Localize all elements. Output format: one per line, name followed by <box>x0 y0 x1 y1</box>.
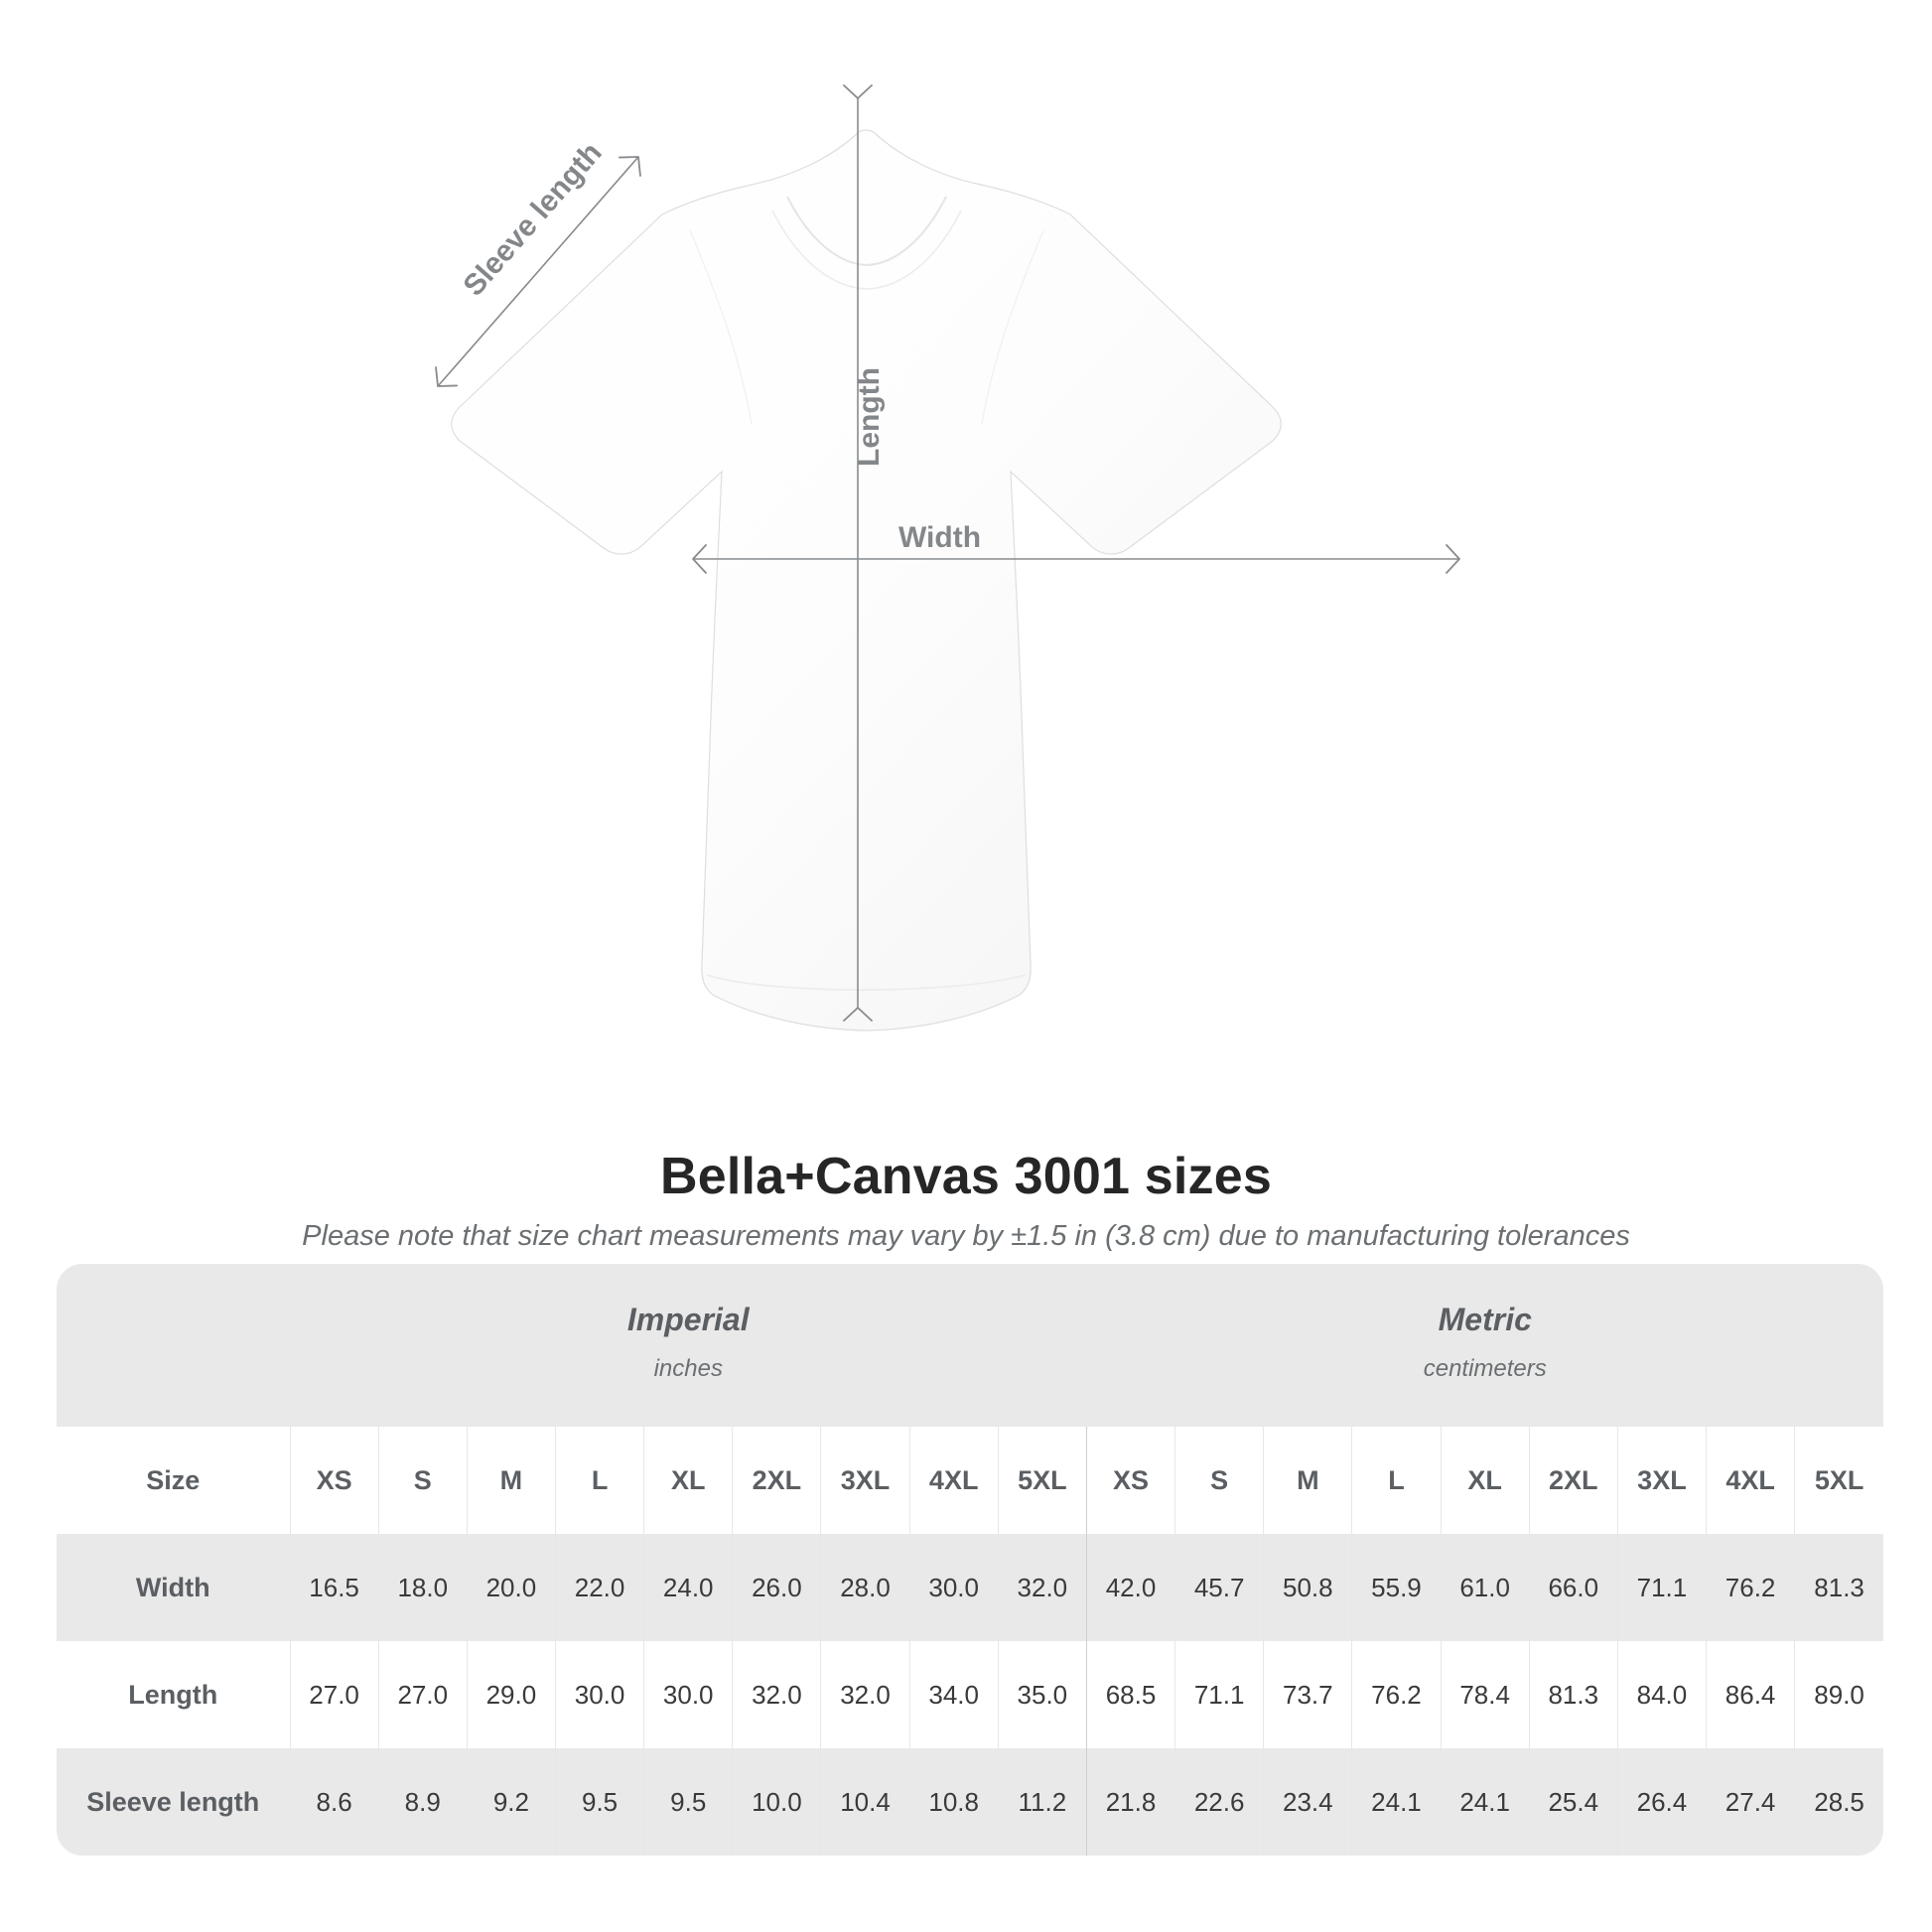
svg-text:Length: Length <box>853 367 886 467</box>
svg-text:Width: Width <box>898 521 981 554</box>
